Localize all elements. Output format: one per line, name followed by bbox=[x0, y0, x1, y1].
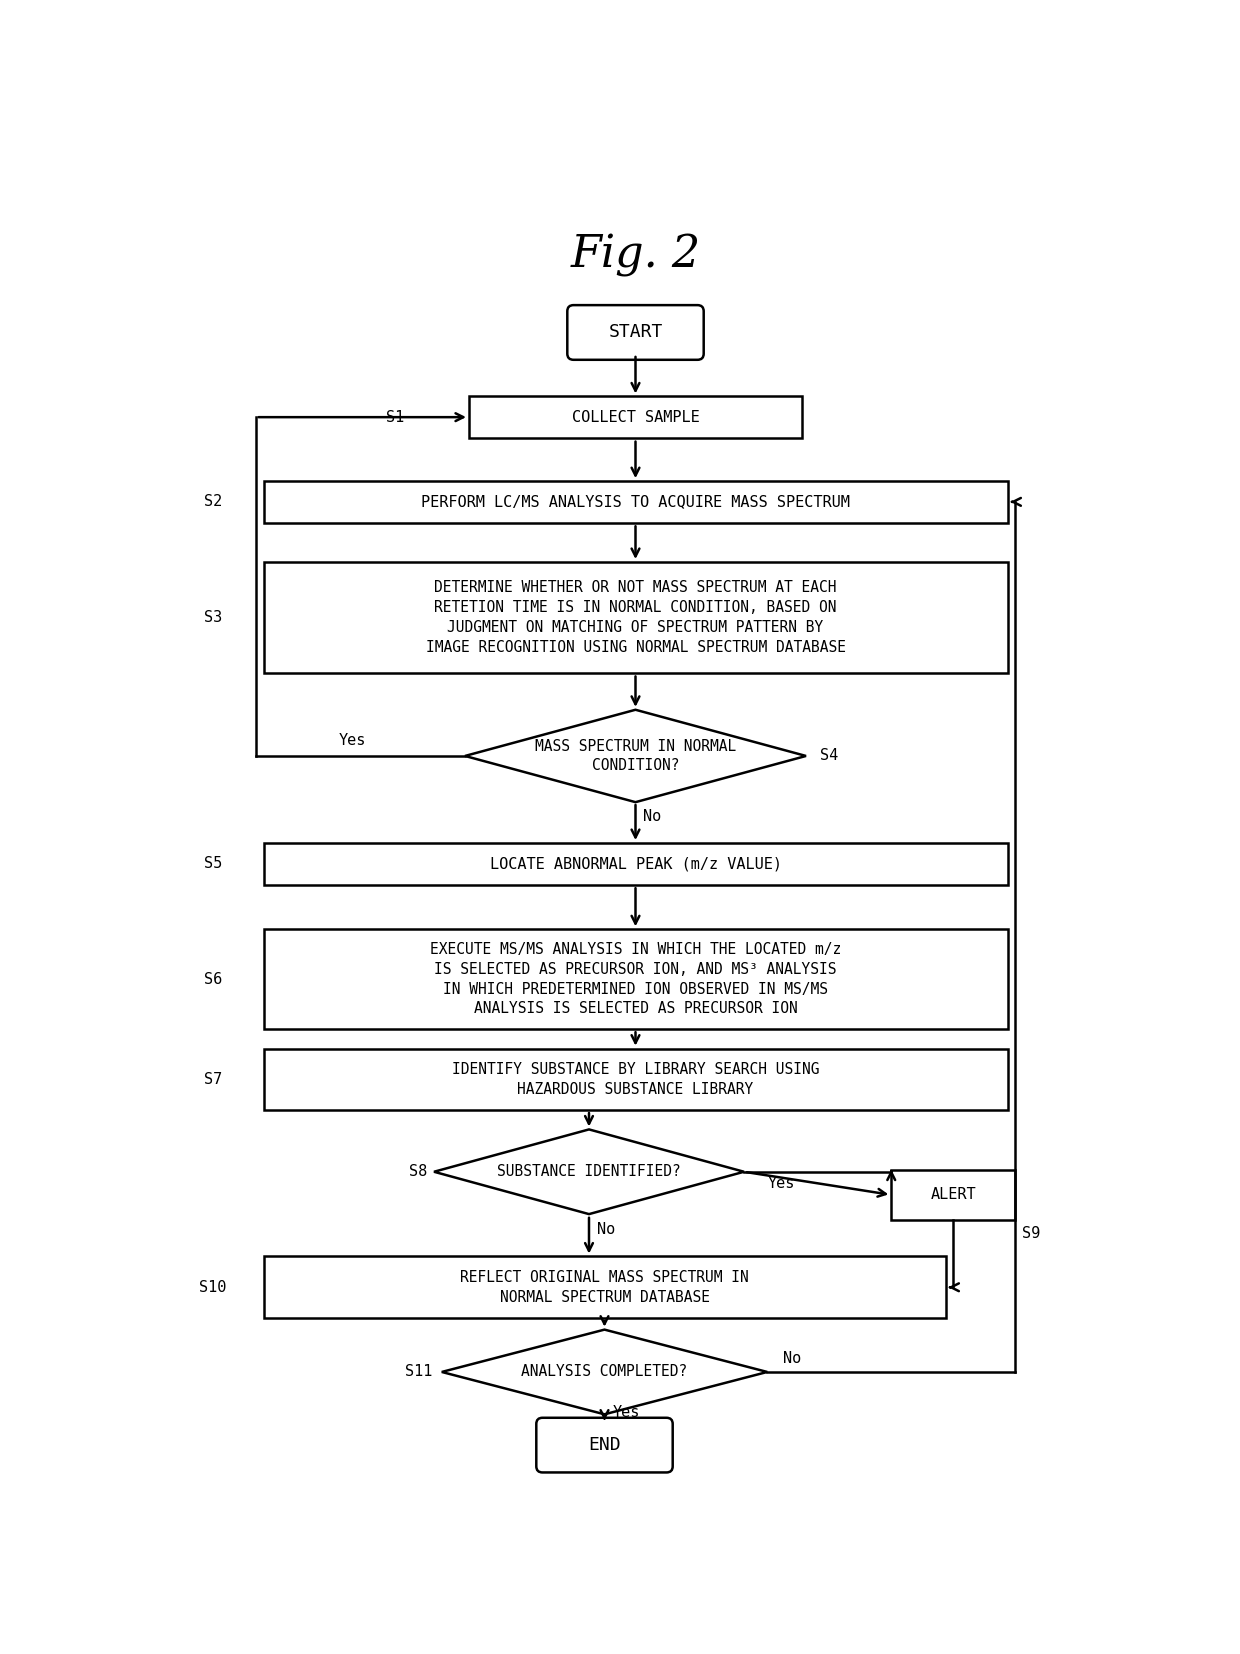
Text: LOCATE ABNORMAL PEAK (m/z VALUE): LOCATE ABNORMAL PEAK (m/z VALUE) bbox=[490, 857, 781, 872]
Text: Yes: Yes bbox=[613, 1406, 640, 1421]
Text: No: No bbox=[782, 1351, 801, 1366]
Bar bbox=[263, 562, 1007, 673]
Text: S8: S8 bbox=[409, 1164, 428, 1179]
FancyBboxPatch shape bbox=[536, 1417, 672, 1472]
Bar bbox=[263, 1049, 1007, 1110]
Text: S7: S7 bbox=[205, 1072, 222, 1087]
Text: No: No bbox=[596, 1222, 615, 1237]
Text: S5: S5 bbox=[205, 857, 222, 872]
Text: ANALYSIS COMPLETED?: ANALYSIS COMPLETED? bbox=[521, 1365, 688, 1379]
Text: REFLECT ORIGINAL MASS SPECTRUM IN
NORMAL SPECTRUM DATABASE: REFLECT ORIGINAL MASS SPECTRUM IN NORMAL… bbox=[460, 1270, 749, 1305]
Text: START: START bbox=[609, 324, 662, 341]
Text: SUBSTANCE IDENTIFIED?: SUBSTANCE IDENTIFIED? bbox=[497, 1164, 681, 1179]
Polygon shape bbox=[441, 1330, 768, 1414]
Bar bbox=[469, 395, 802, 438]
Text: COLLECT SAMPLE: COLLECT SAMPLE bbox=[572, 410, 699, 425]
Bar bbox=[892, 1169, 1016, 1221]
Text: S3: S3 bbox=[205, 610, 222, 625]
Text: Yes: Yes bbox=[768, 1176, 795, 1191]
Text: S9: S9 bbox=[1022, 1226, 1040, 1240]
Text: S6: S6 bbox=[205, 973, 222, 987]
Text: Fig. 2: Fig. 2 bbox=[570, 233, 701, 278]
Text: S4: S4 bbox=[820, 749, 838, 764]
Text: EXECUTE MS/MS ANALYSIS IN WHICH THE LOCATED m/z
IS SELECTED AS PRECURSOR ION, AN: EXECUTE MS/MS ANALYSIS IN WHICH THE LOCA… bbox=[430, 943, 841, 1017]
Text: S2: S2 bbox=[205, 495, 222, 509]
Text: S11: S11 bbox=[404, 1365, 433, 1379]
Text: Yes: Yes bbox=[339, 733, 366, 748]
Bar bbox=[263, 930, 1007, 1029]
Bar bbox=[263, 842, 1007, 885]
Text: MASS SPECTRUM IN NORMAL
CONDITION?: MASS SPECTRUM IN NORMAL CONDITION? bbox=[534, 739, 737, 774]
Text: S1: S1 bbox=[386, 410, 404, 425]
Text: END: END bbox=[588, 1436, 621, 1454]
Polygon shape bbox=[465, 710, 806, 802]
Text: DETERMINE WHETHER OR NOT MASS SPECTRUM AT EACH
RETETION TIME IS IN NORMAL CONDIT: DETERMINE WHETHER OR NOT MASS SPECTRUM A… bbox=[425, 581, 846, 655]
Text: PERFORM LC/MS ANALYSIS TO ACQUIRE MASS SPECTRUM: PERFORM LC/MS ANALYSIS TO ACQUIRE MASS S… bbox=[422, 495, 849, 509]
FancyBboxPatch shape bbox=[567, 304, 704, 361]
Text: No: No bbox=[644, 809, 661, 824]
Bar bbox=[263, 1257, 945, 1318]
Text: S10: S10 bbox=[200, 1280, 227, 1295]
Polygon shape bbox=[434, 1130, 744, 1214]
Text: ALERT: ALERT bbox=[930, 1188, 976, 1202]
Text: IDENTIFY SUBSTANCE BY LIBRARY SEARCH USING
HAZARDOUS SUBSTANCE LIBRARY: IDENTIFY SUBSTANCE BY LIBRARY SEARCH USI… bbox=[451, 1062, 820, 1097]
Bar bbox=[263, 481, 1007, 523]
